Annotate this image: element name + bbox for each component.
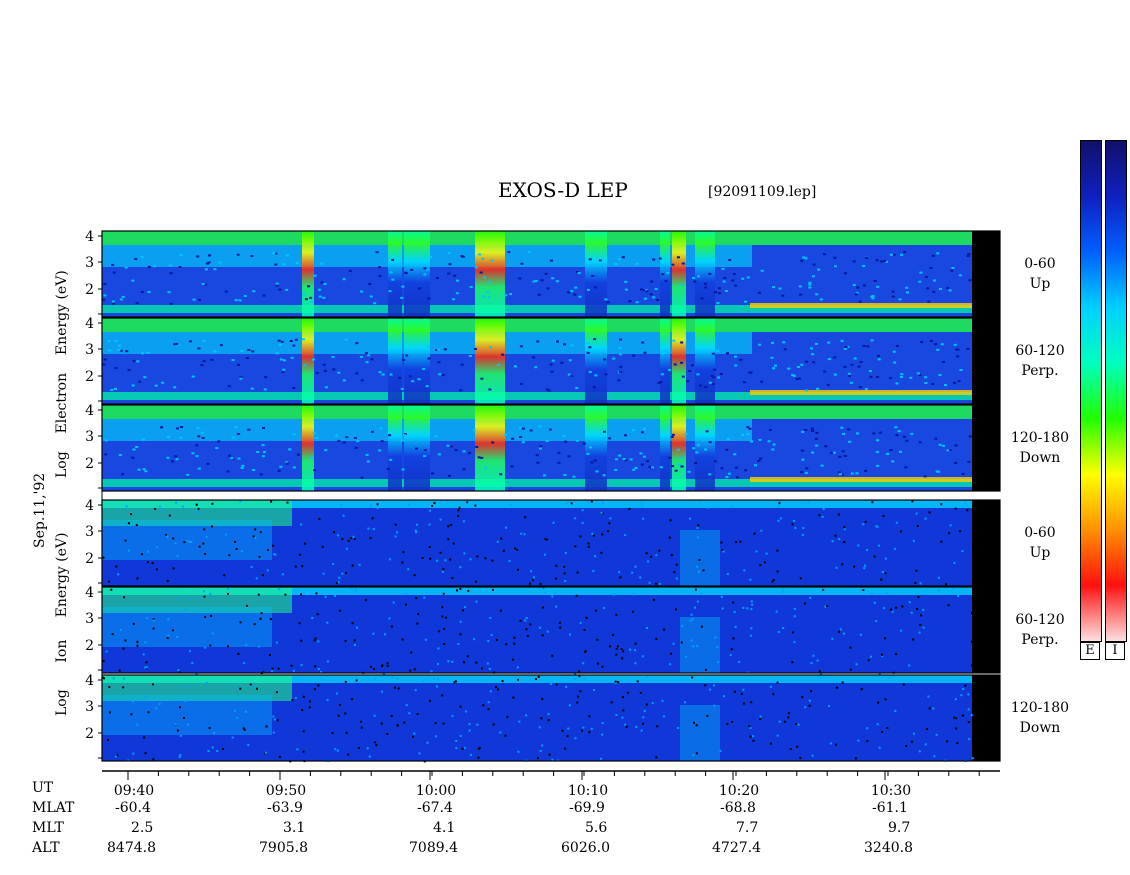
ephemeris-mlat-value: -69.9 bbox=[569, 800, 605, 816]
electron-spectrogram-panel bbox=[101, 404, 1001, 492]
chart-title: EXOS-D LEP bbox=[498, 178, 628, 202]
pitch-angle-label: 0-60 Up bbox=[995, 523, 1085, 563]
pitch-angle-range: 120-180 bbox=[1010, 700, 1070, 716]
row-label-mlt: MLT bbox=[32, 820, 64, 836]
y-tick-label: 2 bbox=[85, 369, 94, 385]
ephemeris-alt-value: 6026.0 bbox=[561, 840, 610, 856]
x-tick-label: 10:20 bbox=[719, 783, 759, 799]
y-tick-label: 3 bbox=[85, 524, 94, 540]
electron-spectrogram-panel bbox=[101, 230, 1001, 318]
ion-spectrogram-panel bbox=[101, 674, 1001, 763]
ephemeris-mlt-value: 2.5 bbox=[131, 820, 154, 836]
ephemeris-alt-value: 7089.4 bbox=[409, 840, 458, 856]
pitch-angle-range: 0-60 bbox=[1024, 525, 1056, 541]
electron-axis-label: Log Electron Energy (eV) bbox=[54, 270, 70, 478]
row-label-alt: ALT bbox=[32, 840, 60, 856]
pitch-angle-range: 60-120 bbox=[1015, 612, 1065, 628]
ephemeris-mlt-value: 9.7 bbox=[888, 820, 911, 836]
axes: 2 3 4 2 3 4 2 3 4 2 3 4 2 3 4 2 3 4 09:40 09:50 10:00 10:10 10… bbox=[85, 229, 1000, 799]
label-ion: Ion bbox=[54, 639, 70, 663]
ion-axis-label: Log Ion Energy (eV) bbox=[54, 532, 70, 716]
y-tick-label: 2 bbox=[85, 726, 94, 742]
y-tick-label: 2 bbox=[85, 551, 94, 567]
y-tick-label: 2 bbox=[85, 456, 94, 472]
y-tick-label: 3 bbox=[85, 342, 94, 358]
ephemeris-alt-value: 3240.8 bbox=[864, 840, 913, 856]
pitch-direction: Perp. bbox=[1021, 363, 1059, 379]
y-tick-label: 4 bbox=[85, 498, 94, 514]
y-tick-label: 3 bbox=[85, 429, 94, 445]
ephemeris-alt-value: 8474.8 bbox=[107, 840, 156, 856]
ion-spectrogram-panel bbox=[101, 586, 1001, 675]
pitch-direction: Up bbox=[1029, 545, 1051, 561]
ephemeris-mlt-value: 7.7 bbox=[736, 820, 759, 836]
y-tick-label: 4 bbox=[85, 229, 94, 245]
colorbar-ion bbox=[1105, 140, 1127, 642]
ephemeris-mlat-value: -68.8 bbox=[720, 800, 756, 816]
ephemeris-mlat-value: -60.4 bbox=[115, 800, 151, 816]
y-tick-label: 4 bbox=[85, 316, 94, 332]
x-tick-label: 10:10 bbox=[568, 783, 608, 799]
y-tick-label: 2 bbox=[85, 282, 94, 298]
y-tick-label: 3 bbox=[85, 255, 94, 271]
ion-spectrogram-panel bbox=[101, 499, 1001, 588]
pitch-angle-label: 60-120 Perp. bbox=[995, 341, 1085, 381]
pitch-angle-range: 60-120 bbox=[1015, 343, 1065, 359]
y-tick-label: 2 bbox=[85, 638, 94, 654]
pitch-angle-label: 0-60 Up bbox=[995, 254, 1085, 294]
x-tick-label: 10:00 bbox=[416, 783, 456, 799]
x-tick-label: 09:40 bbox=[114, 783, 154, 799]
ephemeris-mlt-value: 5.6 bbox=[585, 820, 608, 836]
label-log: Log bbox=[54, 451, 70, 478]
label-energy: Energy bbox=[54, 566, 70, 618]
pitch-direction: Up bbox=[1029, 276, 1051, 292]
y-tick-label: 4 bbox=[85, 585, 94, 601]
electron-spectrogram-panel bbox=[101, 317, 1001, 405]
label-ev: (eV) bbox=[54, 532, 70, 562]
pitch-direction: Down bbox=[1019, 720, 1061, 736]
colorbar-label-e: E bbox=[1080, 642, 1100, 660]
pitch-direction: Down bbox=[1019, 450, 1061, 466]
ephemeris-mlt-value: 4.1 bbox=[433, 820, 456, 836]
pitch-angle-label: 120-180 Down bbox=[995, 428, 1085, 468]
pitch-angle-label: 120-180 Down bbox=[995, 698, 1085, 738]
ephemeris-mlat-value: -61.1 bbox=[872, 800, 908, 816]
spectrogram-panels bbox=[101, 230, 1001, 763]
pitch-angle-range: 0-60 bbox=[1024, 256, 1056, 272]
pitch-angle-range: 120-180 bbox=[1010, 430, 1070, 446]
pitch-angle-label: 60-120 Perp. bbox=[995, 610, 1085, 650]
row-label-ut: UT bbox=[32, 780, 54, 796]
y-tick-label: 4 bbox=[85, 403, 94, 419]
y-tick-label: 3 bbox=[85, 611, 94, 627]
label-electron: Electron bbox=[54, 372, 70, 434]
label-energy: Energy bbox=[54, 304, 70, 356]
y-tick-label: 4 bbox=[85, 673, 94, 689]
x-tick-label: 09:50 bbox=[266, 783, 306, 799]
file-name: [92091109.lep] bbox=[708, 184, 817, 200]
label-ev: (eV) bbox=[54, 270, 70, 300]
y-tick-label: 3 bbox=[85, 699, 94, 715]
ephemeris-alt-value: 7905.8 bbox=[259, 840, 308, 856]
ephemeris-mlat-value: -63.9 bbox=[267, 800, 303, 816]
ephemeris-mlat-value: -67.4 bbox=[417, 800, 453, 816]
row-label-mlat: MLAT bbox=[32, 800, 75, 816]
date-label: Sep.11,'92 bbox=[32, 472, 48, 548]
label-log: Log bbox=[54, 689, 70, 716]
ephemeris-alt-value: 4727.4 bbox=[712, 840, 761, 856]
x-tick-label: 10:30 bbox=[871, 783, 911, 799]
colorbar-label-i: I bbox=[1105, 642, 1125, 660]
colorbar-electron bbox=[1080, 140, 1102, 642]
pitch-direction: Perp. bbox=[1021, 632, 1059, 648]
ephemeris-mlt-value: 3.1 bbox=[283, 820, 306, 836]
